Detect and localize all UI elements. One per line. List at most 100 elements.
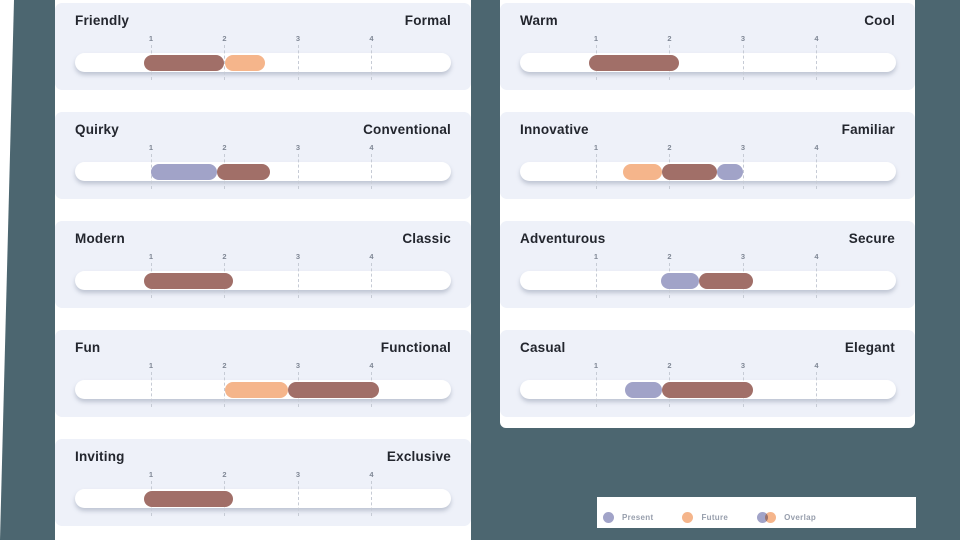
tick-dashed-line <box>595 372 597 407</box>
slider-segment-overlap[interactable] <box>588 54 680 71</box>
slider-column-left: Friendly Formal 1 2 3 4 Quirky Conventional… <box>55 0 471 540</box>
tick-number: 4 <box>814 252 819 261</box>
slider-segment-future[interactable] <box>224 381 289 398</box>
tick-number: 4 <box>369 143 374 152</box>
right-trait-label: Elegant <box>844 340 895 355</box>
tick-number: 3 <box>740 361 746 370</box>
legend-item-present: Present <box>603 511 654 523</box>
tick-dashed-line <box>742 154 744 189</box>
slider-track[interactable] <box>75 489 451 508</box>
slider-card: Inviting Exclusive 1 2 3 4 <box>55 439 471 526</box>
right-trait-label: Formal <box>404 13 451 28</box>
slider-segment-present[interactable] <box>625 381 663 398</box>
tick-number: 1 <box>148 252 154 261</box>
tick-dashed-line <box>297 45 299 80</box>
tick-number: 2 <box>222 143 227 152</box>
slider-segment-overlap[interactable] <box>143 54 225 71</box>
tick-number: 1 <box>593 34 599 43</box>
slider-segment-overlap[interactable] <box>288 381 379 398</box>
tick-number: 2 <box>222 361 227 370</box>
legend-label: Present <box>622 512 654 522</box>
tick-number: 2 <box>222 34 227 43</box>
left-trait-label: Inviting <box>75 449 125 464</box>
tick-dashed-line <box>150 372 152 407</box>
tick-dashed-line <box>297 263 299 298</box>
right-trait-label: Cool <box>864 13 895 28</box>
tick-dashed-line <box>816 45 817 80</box>
left-trait-label: Casual <box>520 340 566 355</box>
tick-number: 2 <box>667 143 672 152</box>
slider-segment-future[interactable] <box>224 54 265 71</box>
slider-card: Casual Elegant 1 2 3 4 <box>500 330 915 417</box>
tick-dashed-line <box>297 481 299 516</box>
right-trait-label: Classic <box>402 231 451 246</box>
slider-segment-overlap[interactable] <box>143 272 234 289</box>
tick-number: 2 <box>667 252 672 261</box>
tick-dashed-line <box>816 263 817 298</box>
tick-number: 4 <box>814 143 819 152</box>
slider-segment-present[interactable] <box>151 163 218 180</box>
tick-number: 3 <box>740 252 746 261</box>
left-trait-label: Warm <box>520 13 558 28</box>
tick-dashed-line <box>297 154 299 189</box>
tick-number: 3 <box>295 143 301 152</box>
tick-number: 3 <box>295 252 301 261</box>
left-trait-label: Quirky <box>75 122 119 137</box>
legend: Present Future Overlap <box>597 497 916 528</box>
tick-number: 4 <box>369 252 374 261</box>
slider-segment-overlap[interactable] <box>143 490 234 507</box>
slider-segment-future[interactable] <box>623 163 663 180</box>
tick-number: 1 <box>593 143 599 152</box>
tick-number: 1 <box>148 361 154 370</box>
slider-card: Quirky Conventional 1 2 3 4 <box>55 112 471 199</box>
tick-number: 4 <box>814 34 819 43</box>
slider-segment-present[interactable] <box>717 163 743 180</box>
slider-segment-overlap[interactable] <box>662 381 753 398</box>
legend-item-overlap: Overlap <box>757 511 817 523</box>
right-trait-label: Conventional <box>363 122 451 137</box>
tick-number: 1 <box>148 143 154 152</box>
right-trait-label: Functional <box>380 340 451 355</box>
legend-label: Overlap <box>784 512 817 522</box>
right-trait-label: Exclusive <box>386 449 451 464</box>
tick-dashed-line <box>742 45 744 80</box>
tick-number: 3 <box>295 361 301 370</box>
legend-label: Future <box>701 512 729 522</box>
future-dot-icon <box>682 511 694 523</box>
slider-card: Fun Functional 1 2 3 4 <box>55 330 471 417</box>
slider-segment-overlap[interactable] <box>217 163 271 180</box>
tick-dashed-line <box>371 481 372 516</box>
left-trait-label: Modern <box>75 231 125 246</box>
tick-number: 1 <box>148 470 154 479</box>
left-trait-label: Innovative <box>520 122 589 137</box>
right-trait-label: Secure <box>848 231 895 246</box>
slider-track[interactable] <box>520 53 896 72</box>
tick-dashed-line <box>816 154 817 189</box>
tick-number: 4 <box>369 34 374 43</box>
slider-segment-overlap[interactable] <box>662 163 718 180</box>
tick-dashed-line <box>371 263 372 298</box>
tick-dashed-line <box>371 154 372 189</box>
tick-dashed-line <box>816 372 817 407</box>
slider-card: Friendly Formal 1 2 3 4 <box>55 3 471 90</box>
tick-number: 4 <box>814 361 819 370</box>
slider-segment-present[interactable] <box>660 272 699 289</box>
right-trait-label: Familiar <box>841 122 895 137</box>
tick-number: 1 <box>593 252 599 261</box>
tick-number: 2 <box>222 470 227 479</box>
slider-card: Modern Classic 1 2 3 4 <box>55 221 471 308</box>
tick-number: 3 <box>740 143 746 152</box>
tick-number: 1 <box>148 34 154 43</box>
slider-card: Warm Cool 1 2 3 4 <box>500 3 915 90</box>
slider-segment-overlap[interactable] <box>698 272 753 289</box>
legend-item-future: Future <box>682 511 729 523</box>
tick-number: 2 <box>222 252 227 261</box>
tick-number: 1 <box>593 361 599 370</box>
slider-track[interactable] <box>75 271 451 290</box>
tick-number: 4 <box>369 361 374 370</box>
present-dot-icon <box>603 511 614 523</box>
future-dot-icon <box>765 511 777 523</box>
tick-dashed-line <box>595 263 597 298</box>
tick-dashed-line <box>595 154 597 189</box>
